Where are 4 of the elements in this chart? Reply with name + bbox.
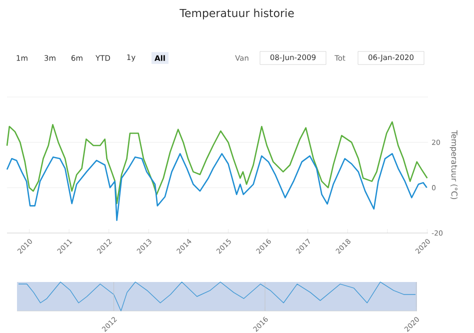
line-series — [6, 121, 428, 204]
chart-title: Temperatuur historie — [180, 8, 294, 20]
line-series — [6, 153, 428, 221]
y-axis-title: Temperatuur (°C) — [450, 130, 458, 199]
